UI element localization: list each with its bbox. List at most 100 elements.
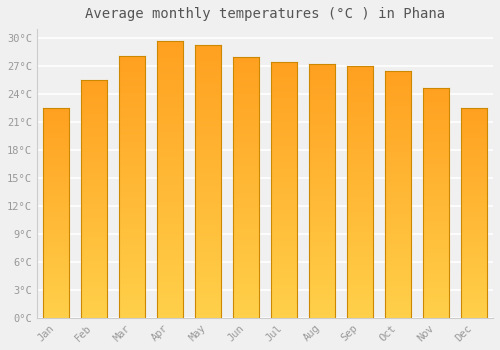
Bar	[194, 258, 221, 260]
Bar	[156, 299, 183, 301]
Bar	[42, 156, 69, 159]
Bar	[460, 257, 487, 259]
Bar	[42, 259, 69, 261]
Bar	[422, 237, 450, 240]
Bar	[156, 99, 183, 102]
Bar	[194, 80, 221, 83]
Bar	[80, 220, 107, 223]
Bar	[80, 156, 107, 159]
Bar	[460, 240, 487, 243]
Bar	[80, 97, 107, 99]
Bar	[194, 277, 221, 280]
Bar	[270, 228, 297, 231]
Bar	[270, 126, 297, 128]
Bar	[80, 247, 107, 249]
Bar	[308, 120, 336, 123]
Bar	[346, 139, 374, 142]
Bar	[270, 203, 297, 205]
Bar	[80, 228, 107, 230]
Bar	[156, 268, 183, 271]
Bar	[384, 306, 411, 308]
Bar	[232, 250, 259, 253]
Bar	[42, 114, 69, 117]
Bar	[308, 183, 336, 186]
Bar	[422, 175, 450, 177]
Bar	[346, 298, 374, 300]
Bar	[346, 210, 374, 212]
Bar	[118, 276, 145, 279]
Bar	[194, 187, 221, 190]
Bar	[156, 177, 183, 180]
Bar	[156, 226, 183, 229]
Bar	[118, 64, 145, 66]
Bar	[270, 133, 297, 136]
Bar	[308, 206, 336, 209]
Bar	[80, 178, 107, 180]
Bar	[308, 125, 336, 128]
Bar	[80, 199, 107, 202]
Bar	[42, 175, 69, 177]
Bar	[384, 167, 411, 170]
Bar	[384, 172, 411, 175]
Bar	[422, 286, 450, 288]
Bar	[270, 108, 297, 110]
Bar	[270, 298, 297, 300]
Bar	[270, 180, 297, 182]
Bar	[422, 148, 450, 150]
Bar	[308, 275, 336, 277]
Bar	[308, 110, 336, 113]
Bar	[42, 316, 69, 318]
Bar	[422, 150, 450, 152]
Bar	[42, 144, 69, 146]
Bar	[118, 266, 145, 268]
Bar	[460, 243, 487, 245]
Bar	[42, 165, 69, 167]
Bar	[422, 159, 450, 161]
Bar	[384, 259, 411, 261]
Bar	[384, 219, 411, 222]
Bar	[42, 230, 69, 232]
Bar	[308, 146, 336, 148]
Bar	[308, 171, 336, 173]
Bar	[42, 138, 69, 140]
Bar	[270, 190, 297, 193]
Bar	[156, 312, 183, 315]
Bar	[118, 100, 145, 103]
Bar	[460, 159, 487, 161]
Bar	[384, 138, 411, 140]
Bar	[308, 135, 336, 138]
Bar	[232, 172, 259, 174]
Bar	[118, 310, 145, 313]
Bar	[270, 92, 297, 95]
Bar	[384, 236, 411, 239]
Bar	[80, 187, 107, 190]
Bar	[270, 279, 297, 282]
Bar	[308, 166, 336, 168]
Bar	[308, 105, 336, 107]
Bar	[194, 192, 221, 195]
Bar	[156, 240, 183, 243]
Bar	[42, 297, 69, 299]
Bar	[232, 216, 259, 219]
Bar	[308, 138, 336, 140]
Bar	[118, 80, 145, 82]
Bar	[460, 249, 487, 251]
Bar	[460, 110, 487, 112]
Bar	[384, 286, 411, 288]
Bar	[384, 83, 411, 86]
Bar	[156, 146, 183, 149]
Bar	[384, 135, 411, 138]
Bar	[42, 198, 69, 201]
Bar	[156, 171, 183, 174]
Bar	[460, 293, 487, 295]
Bar	[308, 257, 336, 260]
Bar	[232, 226, 259, 229]
Bar	[42, 125, 69, 127]
Bar	[194, 140, 221, 143]
Bar	[308, 194, 336, 196]
Bar	[156, 262, 183, 265]
Bar	[346, 167, 374, 169]
Bar	[384, 74, 411, 76]
Bar	[194, 116, 221, 119]
Bar	[270, 249, 297, 251]
